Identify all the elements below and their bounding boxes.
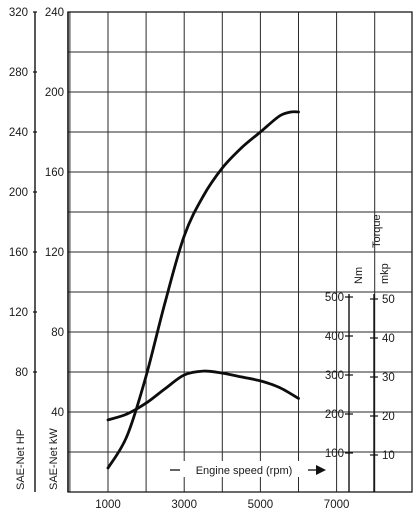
hp-tick-label: 80	[15, 367, 28, 379]
kw-tick-label: 120	[45, 247, 64, 259]
hp-tick-label: 200	[9, 187, 28, 199]
chart-axes	[33, 11, 378, 492]
power-point	[297, 110, 300, 114]
torque-point	[106, 418, 110, 422]
chart-series	[106, 110, 300, 470]
hp-tick-label: 120	[9, 307, 28, 319]
kw-tick-label: 240	[45, 7, 64, 19]
torque-point	[125, 412, 129, 416]
power-point	[125, 434, 129, 438]
kw-tick-label: 40	[51, 407, 64, 419]
power-point	[240, 146, 243, 150]
nm-tick-label: 200	[325, 409, 344, 421]
hp-tick-label: 240	[9, 127, 28, 139]
torque-point	[240, 375, 243, 379]
hp-tick-label: 160	[9, 247, 28, 259]
power-point	[289, 110, 293, 114]
torque-point	[144, 401, 148, 405]
nm-tick-label: 400	[325, 331, 344, 343]
mkp-tick-label: 40	[382, 333, 395, 345]
mkp-tick-label: 50	[382, 294, 395, 306]
power-point	[163, 300, 167, 304]
torque-point	[202, 369, 205, 373]
torque-point	[163, 387, 167, 390]
kw-tick-label: 80	[51, 327, 64, 339]
torque-point	[278, 386, 281, 389]
chart-grid	[67, 11, 413, 493]
power-point	[144, 374, 148, 378]
kw-tick-label: 160	[45, 167, 64, 179]
torque-point	[221, 371, 224, 375]
nm-tick-label: 500	[325, 292, 344, 304]
power-point	[202, 194, 205, 198]
x-tick-label: 3000	[171, 499, 197, 511]
nm-tick-label: 100	[325, 448, 344, 460]
power-curve	[106, 110, 300, 470]
x-axis-title: Engine speed (rpm)	[196, 465, 293, 477]
torque-axis-title: Torque	[371, 214, 383, 248]
kw-axis-title: SAE-Net kW	[48, 428, 60, 490]
power-point	[278, 114, 281, 118]
power-point	[221, 166, 224, 170]
nm-axis-title: Nm	[353, 267, 365, 284]
x-tick-label: 5000	[248, 499, 274, 511]
power-point	[106, 466, 110, 470]
hp-tick-label: 280	[9, 67, 28, 79]
torque-point	[183, 373, 186, 377]
x-tick-label: 1000	[95, 499, 121, 511]
xlabel-arrow-icon	[316, 465, 326, 475]
hp-tick-label: 320	[9, 7, 28, 19]
mkp-tick-label: 20	[382, 411, 395, 423]
xlabel-background	[180, 461, 308, 477]
mkp-tick-label: 30	[382, 372, 395, 384]
torque-point	[259, 379, 262, 383]
torque-point	[297, 397, 300, 400]
power-point	[259, 130, 262, 134]
mkp-axis-title: mkp	[379, 263, 391, 284]
mkp-tick-label: 10	[382, 450, 395, 462]
x-tick-label: 7000	[324, 499, 350, 511]
kw-tick-label: 200	[45, 87, 64, 99]
hp-axis-title: SAE-Net HP	[15, 429, 27, 490]
nm-tick-label: 300	[325, 370, 344, 382]
power-point	[183, 234, 186, 238]
chart-labels: 80 120 160 200 240 280 320 40 80 120 160 200 240 100 2…	[9, 7, 395, 511]
